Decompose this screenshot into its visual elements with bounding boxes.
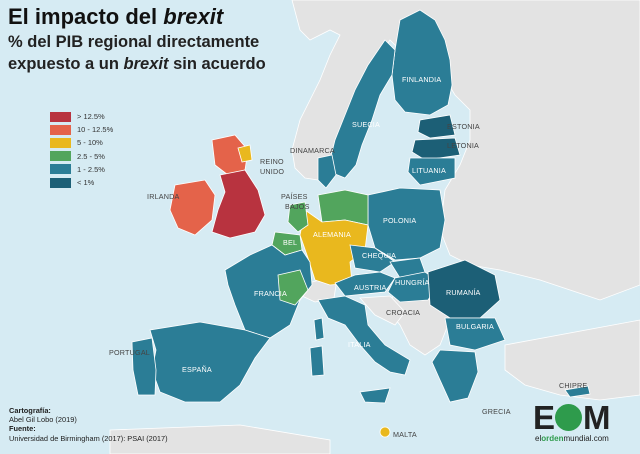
- region-france-green: [277, 269, 309, 306]
- legend-swatch: [50, 137, 71, 148]
- label-hungria: HUNGRÍA: [395, 278, 430, 287]
- label-dinamarca: DINAMARCA: [290, 146, 335, 155]
- label-reino-unido-1: REINO: [260, 157, 284, 166]
- label-paises-bajos-1: PAÍSES: [281, 192, 308, 201]
- region-croatia: [359, 295, 406, 326]
- credits-cartografia-value: Abel Gil Lobo (2019): [9, 415, 77, 425]
- region-lithuania: [407, 157, 456, 186]
- norway-russia-landmass: [291, 0, 640, 301]
- region-sicily: [359, 387, 391, 404]
- legend-item: 2.5 - 5%: [50, 150, 113, 163]
- label-bel: BEL: [283, 238, 298, 247]
- region-poland: [367, 187, 446, 261]
- label-paises-bajos-2: BAJOS: [285, 202, 310, 211]
- logo-o-circle: [555, 404, 583, 431]
- legend-swatch: [50, 124, 71, 135]
- region-netherlands: [287, 201, 309, 233]
- label-lituania: LITUANIA: [412, 166, 446, 175]
- legend-label: 10 - 12.5%: [77, 125, 114, 135]
- legend-item: 1 - 2.5%: [50, 163, 113, 176]
- legend-label: 5 - 10%: [77, 138, 103, 148]
- region-uk-north: [237, 144, 253, 163]
- legend-swatch: [50, 164, 71, 175]
- legend-label: < 1%: [77, 178, 95, 188]
- legend-item: < 1%: [50, 176, 113, 189]
- label-chipre: CHIPRE: [559, 381, 588, 390]
- credits-fuente-value: Universidad de Birmingham (2017): PSAI (…: [9, 433, 168, 443]
- map-legend: > 12.5% 10 - 12.5% 5 - 10% 2.5 - 5% 1 - …: [50, 110, 113, 189]
- label-bulgaria: BULGARIA: [456, 322, 494, 331]
- region-bulgaria: [444, 317, 506, 351]
- label-letonia: LETONIA: [447, 141, 480, 150]
- region-corsica: [313, 317, 325, 341]
- map-title: El impacto del brexit: [8, 4, 224, 29]
- eu-countries: [131, 9, 591, 438]
- legend-label: 2.5 - 5%: [77, 151, 105, 161]
- region-sardinia: [309, 345, 325, 377]
- legend-item: 10 - 12.5%: [50, 123, 113, 136]
- region-hungary: [387, 271, 441, 303]
- region-italy: [317, 295, 411, 376]
- label-finlandia: FINLANDIA: [402, 75, 442, 84]
- label-austria: AUSTRIA: [354, 283, 387, 292]
- label-reino-unido-2: UNIDO: [260, 167, 285, 176]
- label-alemania: ALEMANIA: [313, 230, 351, 239]
- label-polonia: POLONIA: [383, 216, 417, 225]
- label-malta: MALTA: [393, 430, 417, 439]
- region-greece: [431, 349, 479, 403]
- legend-label: > 12.5%: [77, 112, 105, 122]
- label-grecia: GRECIA: [482, 407, 511, 416]
- region-cyprus: [564, 385, 591, 398]
- legend-swatch: [50, 177, 71, 188]
- region-germany: [299, 209, 369, 286]
- logo-site-url: elordenmundial.com: [535, 434, 609, 443]
- region-uk-england: [211, 169, 266, 239]
- region-germany-north: [317, 189, 369, 226]
- label-irlanda: IRLANDA: [147, 192, 180, 201]
- non-eu-land: [109, 0, 640, 454]
- region-denmark: [317, 154, 337, 189]
- turkey: [504, 319, 640, 401]
- region-portugal: [131, 337, 157, 396]
- credits: Cartografía: Abel Gil Lobo (2019) Fuente…: [9, 406, 168, 443]
- legend-item: 5 - 10%: [50, 136, 113, 149]
- region-malta: [379, 426, 391, 438]
- region-romania: [427, 259, 501, 319]
- label-estonia: ESTONIA: [447, 122, 480, 131]
- legend-swatch: [50, 111, 71, 122]
- region-czechia: [349, 244, 396, 273]
- north-africa: [109, 424, 331, 454]
- legend-item: > 12.5%: [50, 110, 113, 123]
- label-rumania: RUMANÍA: [446, 288, 481, 297]
- label-espana: ESPAÑA: [182, 365, 212, 374]
- label-croacia: CROACIA: [386, 308, 421, 317]
- label-portugal: PORTUGAL: [109, 348, 151, 357]
- map-subtitle-line2: expuesto a un brexit sin acuerdo: [8, 55, 266, 73]
- label-italia: ITALIA: [348, 340, 371, 349]
- legend-label: 1 - 2.5%: [77, 164, 105, 174]
- label-suecia: SUECIA: [352, 120, 380, 129]
- legend-swatch: [50, 151, 71, 162]
- credits-cartografia-label: Cartografía:: [9, 406, 51, 415]
- region-estonia: [417, 114, 456, 139]
- region-ireland: [169, 179, 216, 236]
- map-subtitle-line1: % del PIB regional directamente: [8, 33, 260, 51]
- label-francia: FRANCIA: [254, 289, 287, 298]
- credits-fuente-label: Fuente:: [9, 424, 36, 434]
- label-chequia: CHEQUIA: [362, 251, 397, 260]
- region-latvia: [411, 137, 461, 161]
- region-sweden: [329, 39, 396, 179]
